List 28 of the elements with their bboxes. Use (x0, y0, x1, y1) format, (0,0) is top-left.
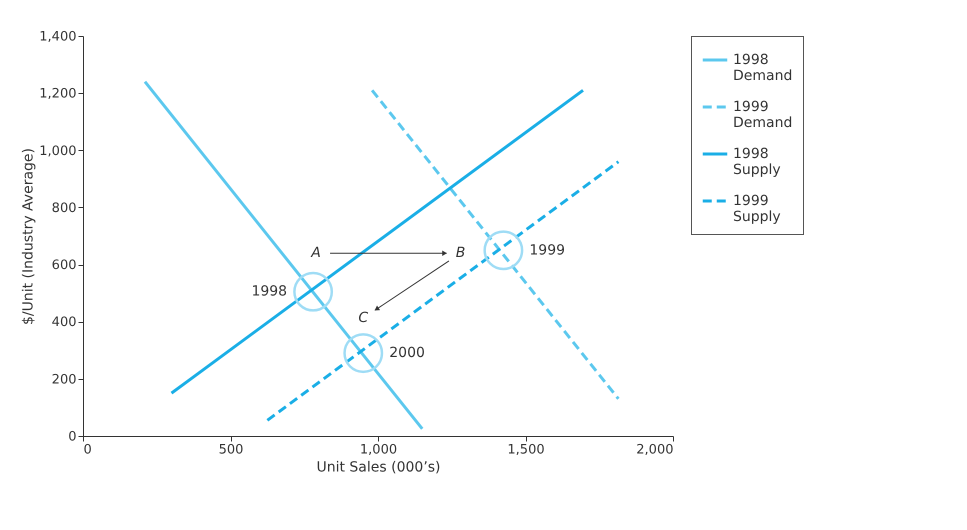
legend-label: 1999 Demand (733, 99, 792, 131)
y-tick-label: 1,400 (39, 30, 76, 44)
annotation: C (358, 310, 368, 326)
annotation: A (310, 245, 321, 262)
x-axis-title: Unit Sales (000’s) (316, 460, 441, 476)
legend-label: 1998 Demand (733, 52, 792, 84)
y-tick-label: 1,200 (39, 86, 76, 102)
point (483, 230, 524, 270)
annotation: 2000 (389, 345, 425, 362)
x-tick-label: 0 (84, 442, 92, 458)
y-tick-label: 800 (52, 200, 76, 216)
x-tick-label: 1,500 (507, 442, 545, 458)
legend-label: 1999 Supply (733, 193, 781, 225)
y-tick-label: 200 (52, 372, 76, 388)
y-tick-label: 400 (52, 315, 76, 330)
legend-label: 1998 Supply (733, 146, 781, 178)
y-axis-title: $/Unit (Industry Average) (20, 148, 36, 326)
x-tick-label: 2,000 (636, 442, 674, 458)
y-tick-label: 600 (52, 258, 76, 274)
annotation: B (456, 245, 466, 262)
point (343, 333, 384, 374)
annotation: 1998 (251, 284, 288, 300)
annotation: 1999 (529, 242, 566, 258)
point (293, 272, 334, 312)
y-tick-label: 0 (68, 430, 76, 444)
y-tick-label: 1,000 (39, 144, 76, 159)
x-tick-label: 500 (218, 442, 244, 458)
x-tick-label: 1,000 (360, 442, 398, 458)
